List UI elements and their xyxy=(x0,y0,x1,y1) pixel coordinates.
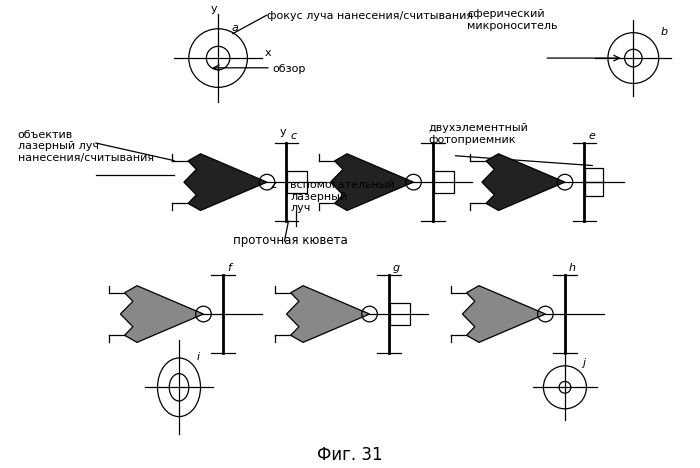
Text: g: g xyxy=(393,263,400,273)
Text: вспомогательный
лазерный
луч: вспомогательный лазерный луч xyxy=(290,180,396,213)
Text: двухэлементный
фотоприемник: двухэлементный фотоприемник xyxy=(428,124,528,145)
Polygon shape xyxy=(286,285,370,343)
Text: b: b xyxy=(661,27,668,37)
Text: фокус луча нанесения/считывания: фокус луча нанесения/считывания xyxy=(267,11,473,21)
Bar xyxy=(585,168,603,196)
Polygon shape xyxy=(463,285,545,343)
Polygon shape xyxy=(482,154,565,211)
Text: лазерный луч
нанесения/считывания: лазерный луч нанесения/считывания xyxy=(18,141,154,163)
Text: h: h xyxy=(569,263,576,273)
Bar xyxy=(288,171,307,193)
Text: i: i xyxy=(197,352,199,362)
Text: a: a xyxy=(232,23,239,33)
Polygon shape xyxy=(330,154,414,211)
Text: сферический
микроноситель: сферический микроноситель xyxy=(467,9,558,31)
Text: y: y xyxy=(279,127,286,137)
Text: x: x xyxy=(265,48,272,58)
Polygon shape xyxy=(184,154,267,211)
Text: y: y xyxy=(211,4,218,14)
Text: обзор: обзор xyxy=(273,64,306,74)
Text: f: f xyxy=(227,263,231,273)
Polygon shape xyxy=(120,285,204,343)
Text: e: e xyxy=(589,131,595,141)
Text: Фиг. 31: Фиг. 31 xyxy=(317,446,383,464)
Text: объектив: объектив xyxy=(18,130,73,140)
Text: c: c xyxy=(290,131,297,141)
Bar xyxy=(390,303,410,325)
Text: j: j xyxy=(582,358,586,368)
Text: проточная кювета: проточная кювета xyxy=(233,234,347,247)
Text: z: z xyxy=(271,180,277,190)
Bar xyxy=(434,171,454,193)
